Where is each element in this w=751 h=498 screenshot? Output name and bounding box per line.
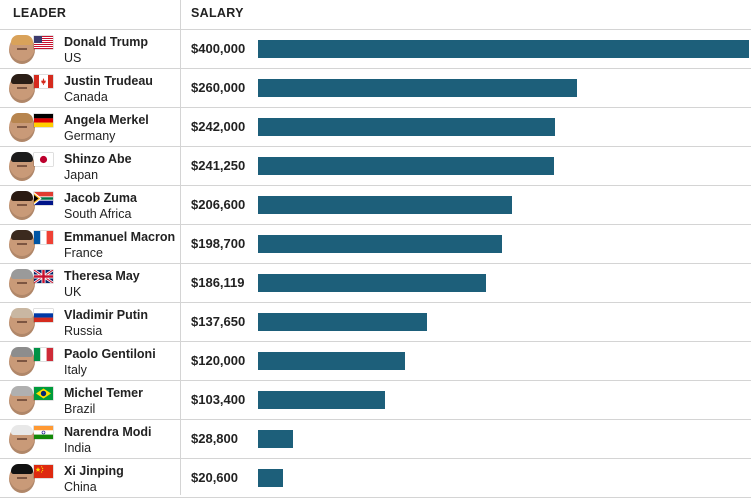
- table-row: Donald Trump US $400,000: [0, 30, 751, 69]
- leader-portrait-icon: [9, 347, 35, 376]
- salary-bar: [258, 469, 283, 487]
- table-row: Narendra Modi India $28,800: [0, 420, 751, 459]
- leader-country: Germany: [64, 129, 116, 143]
- leader-name: Paolo Gentiloni: [64, 347, 156, 361]
- china-flag-icon: [34, 465, 53, 478]
- leader-country: China: [64, 480, 97, 494]
- salary-label: $242,000: [191, 119, 246, 134]
- salary-bar: [258, 118, 555, 136]
- india-flag-icon: [34, 426, 53, 439]
- table-row: Paolo Gentiloni Italy $120,000: [0, 342, 751, 381]
- leader-portrait-icon: [9, 269, 35, 298]
- table-row: Michel Temer Brazil $103,400: [0, 381, 751, 420]
- table-row: Theresa May UK $186,119: [0, 264, 751, 303]
- leader-country: Russia: [64, 324, 103, 338]
- south-africa-flag-icon: [34, 192, 53, 205]
- leader-portrait-icon: [9, 35, 35, 64]
- header-divider: [0, 29, 751, 30]
- leader-name: Jacob Zuma: [64, 191, 137, 205]
- table-row: Jacob Zuma South Africa $206,600: [0, 186, 751, 225]
- leader-country: US: [64, 51, 82, 65]
- salary-label: $28,800: [191, 431, 238, 446]
- salary-bar: [258, 352, 405, 370]
- leader-country: India: [64, 441, 92, 455]
- germany-flag-icon: [34, 114, 53, 127]
- leader-name: Xi Jinping: [64, 464, 124, 478]
- leader-country: South Africa: [64, 207, 132, 221]
- salary-bar: [258, 235, 502, 253]
- salary-label: $103,400: [191, 392, 246, 407]
- leader-column-header: LEADER: [13, 6, 67, 20]
- leader-portrait-icon: [9, 308, 35, 337]
- us-flag-icon: [34, 36, 53, 49]
- salary-bar: [258, 40, 749, 58]
- japan-flag-icon: [34, 153, 53, 166]
- leader-name: Justin Trudeau: [64, 74, 153, 88]
- leader-portrait-icon: [9, 386, 35, 415]
- salary-bar: [258, 157, 554, 175]
- salary-label: $20,600: [191, 470, 238, 485]
- leader-country: France: [64, 246, 103, 260]
- salary-label: $198,700: [191, 236, 246, 251]
- leader-portrait-icon: [9, 113, 35, 142]
- canada-flag-icon: [34, 75, 53, 88]
- salary-label: $137,650: [191, 314, 246, 329]
- leader-country: Brazil: [64, 402, 96, 416]
- uk-flag-icon: [34, 270, 53, 283]
- salary-column-header: SALARY: [191, 6, 244, 20]
- salary-bar: [258, 196, 512, 214]
- leader-name: Theresa May: [64, 269, 140, 283]
- leader-portrait-icon: [9, 230, 35, 259]
- salary-label: $206,600: [191, 197, 246, 212]
- leader-name: Shinzo Abe: [64, 152, 132, 166]
- salary-label: $400,000: [191, 41, 246, 56]
- leader-portrait-icon: [9, 74, 35, 103]
- france-flag-icon: [34, 231, 53, 244]
- leader-portrait-icon: [9, 191, 35, 220]
- leader-name: Michel Temer: [64, 386, 143, 400]
- salary-bar: [258, 274, 486, 292]
- leader-portrait-icon: [9, 464, 35, 493]
- leader-name: Vladimir Putin: [64, 308, 149, 322]
- column-divider: [180, 0, 181, 495]
- leader-country: Japan: [64, 168, 99, 182]
- leader-name: Donald Trump: [64, 35, 149, 49]
- table-row: Emmanuel Macron France $198,700: [0, 225, 751, 264]
- italy-flag-icon: [34, 348, 53, 361]
- leader-name: Angela Merkel: [64, 113, 149, 127]
- salary-bar: [258, 79, 577, 97]
- salary-bar: [258, 391, 385, 409]
- leader-portrait-icon: [9, 425, 35, 454]
- salary-label: $241,250: [191, 158, 246, 173]
- leader-name: Emmanuel Macron: [64, 230, 176, 244]
- leader-country: Canada: [64, 90, 108, 104]
- brazil-flag-icon: [34, 387, 53, 400]
- leader-portrait-icon: [9, 152, 35, 181]
- salary-label: $120,000: [191, 353, 246, 368]
- leader-country: UK: [64, 285, 82, 299]
- leader-country: Italy: [64, 363, 87, 377]
- table-row: Vladimir Putin Russia $137,650: [0, 303, 751, 342]
- table-row: Xi Jinping China $20,600: [0, 459, 751, 498]
- russia-flag-icon: [34, 309, 53, 322]
- salary-label: $260,000: [191, 80, 246, 95]
- leader-name: Narendra Modi: [64, 425, 152, 439]
- table-row: Shinzo Abe Japan $241,250: [0, 147, 751, 186]
- table-row: Angela Merkel Germany $242,000: [0, 108, 751, 147]
- salary-label: $186,119: [191, 275, 245, 290]
- salary-bar: [258, 430, 293, 448]
- salary-bar: [258, 313, 427, 331]
- table-row: Justin Trudeau Canada $260,000: [0, 69, 751, 108]
